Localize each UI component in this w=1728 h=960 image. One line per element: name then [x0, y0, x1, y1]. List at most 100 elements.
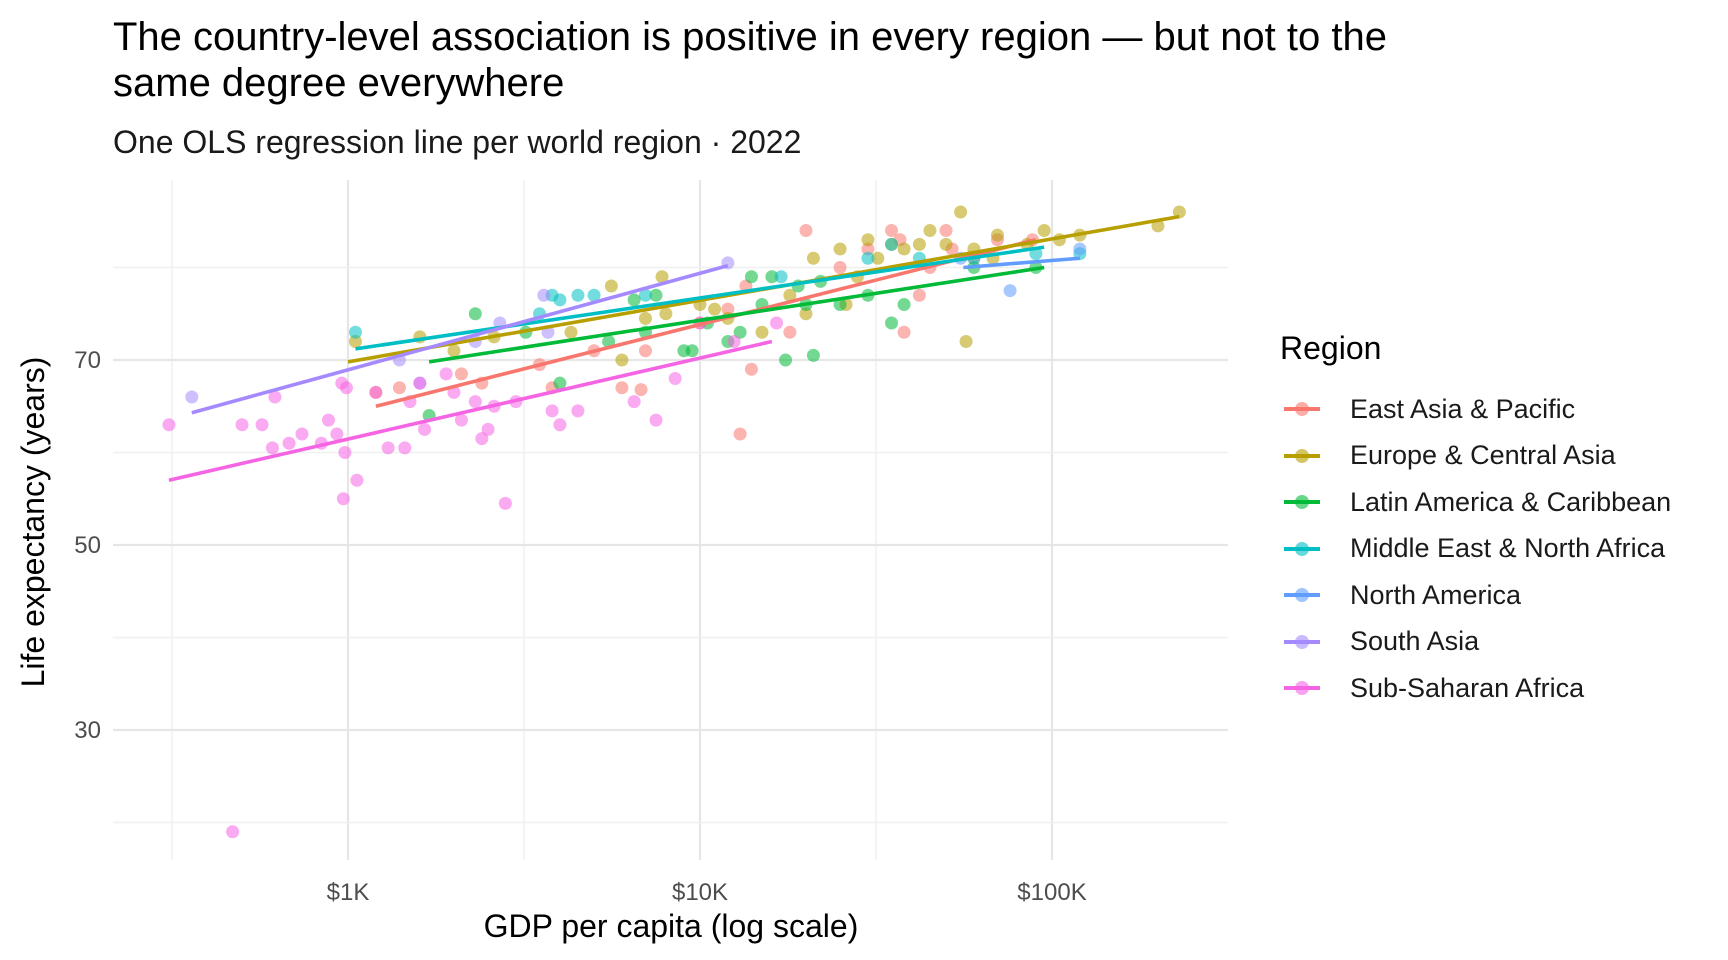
data-point [833, 242, 847, 256]
data-point [627, 293, 641, 307]
legend: East Asia & Pacific Europe & Central Asia… [1280, 386, 1671, 712]
axis-ticks: $1K $10K $100K 30 50 70 [74, 347, 1086, 906]
legend-key [1280, 487, 1324, 517]
data-point [774, 270, 788, 284]
data-point [885, 316, 899, 330]
legend-item: Europe & Central Asia [1280, 433, 1671, 480]
legend-point [1295, 634, 1309, 649]
data-point [885, 237, 899, 251]
data-point [733, 325, 747, 339]
data-point [638, 288, 652, 302]
legend-label: Middle East & North Africa [1350, 533, 1666, 564]
regression-line [428, 265, 1045, 364]
chart-title: The country-level association is positiv… [113, 15, 1387, 105]
data-point [321, 413, 335, 427]
data-point [545, 404, 559, 418]
legend-label: Sub-Saharan Africa [1350, 672, 1585, 703]
data-point [708, 302, 722, 316]
legend-point [1295, 495, 1309, 510]
data-point [1073, 242, 1087, 256]
x-tick-label: $1K [327, 879, 370, 906]
data-point [418, 422, 432, 436]
legend-key [1280, 394, 1324, 424]
data-point [553, 376, 567, 390]
data-point [162, 418, 176, 432]
data-point [783, 288, 797, 302]
legend-item: Sub-Saharan Africa [1280, 665, 1671, 712]
legend-item: South Asia [1280, 619, 1671, 666]
data-point [587, 288, 601, 302]
data-point [571, 288, 585, 302]
data-point [468, 307, 482, 321]
data-point [537, 288, 551, 302]
data-point [481, 422, 495, 436]
data-point [265, 441, 279, 455]
legend-label: East Asia & Pacific [1350, 393, 1576, 424]
legend-label: Europe & Central Asia [1350, 440, 1616, 471]
legend-key [1280, 627, 1324, 657]
data-point [615, 353, 629, 367]
data-point [954, 205, 968, 219]
legend-point [1295, 448, 1309, 463]
legend-point [1295, 541, 1309, 556]
data-point [447, 344, 461, 358]
data-point [744, 362, 758, 376]
data-point [336, 492, 350, 506]
data-point [553, 418, 567, 432]
data-point [659, 307, 673, 321]
data-point [806, 348, 820, 362]
x-tick-label: $10K [672, 879, 728, 906]
data-point [990, 228, 1004, 242]
data-point [338, 446, 352, 459]
data-point [733, 427, 747, 441]
data-point [861, 242, 875, 256]
data-point [553, 293, 567, 307]
data-point [871, 251, 885, 265]
data-point [649, 413, 663, 427]
data-point [235, 418, 249, 432]
data-point [799, 307, 813, 321]
data-point [1172, 205, 1186, 219]
data-point [755, 325, 769, 339]
data-point [765, 270, 779, 284]
legend-key [1280, 534, 1324, 564]
data-point [498, 496, 512, 510]
data-point [885, 224, 899, 237]
data-point [923, 224, 937, 237]
data-point [721, 302, 735, 316]
data-point [770, 316, 784, 330]
data-point [861, 233, 875, 247]
data-point [897, 242, 911, 256]
data-point [615, 381, 629, 395]
legend-title: Region [1280, 330, 1382, 366]
data-point [649, 288, 663, 302]
data-point [627, 395, 641, 409]
data-point [413, 376, 427, 390]
regression-line [375, 238, 1037, 408]
legend-item: East Asia & Pacific [1280, 386, 1671, 433]
x-axis-label: GDP per capita (log scale) [484, 908, 859, 944]
data-point [268, 390, 282, 404]
data-point [727, 335, 741, 348]
data-point [1003, 284, 1017, 298]
legend-label: North America [1350, 579, 1522, 610]
data-point [685, 344, 699, 358]
regression-line [355, 245, 1045, 351]
legend-label: Latin America & Caribbean [1350, 486, 1672, 517]
data-point [339, 381, 353, 395]
data-point [779, 353, 793, 367]
data-point [369, 385, 383, 399]
y-axis-label: Life expectancy (years) [15, 357, 51, 688]
data-point [799, 224, 813, 237]
data-point [350, 473, 364, 487]
data-point [638, 311, 652, 325]
data-point [897, 298, 911, 311]
regression-line [191, 263, 729, 415]
data-point [454, 367, 468, 381]
legend-key [1280, 580, 1324, 610]
data-point [1037, 224, 1051, 237]
data-point [912, 288, 926, 302]
y-tick-label: 70 [74, 347, 101, 374]
legend-point [1295, 681, 1309, 696]
